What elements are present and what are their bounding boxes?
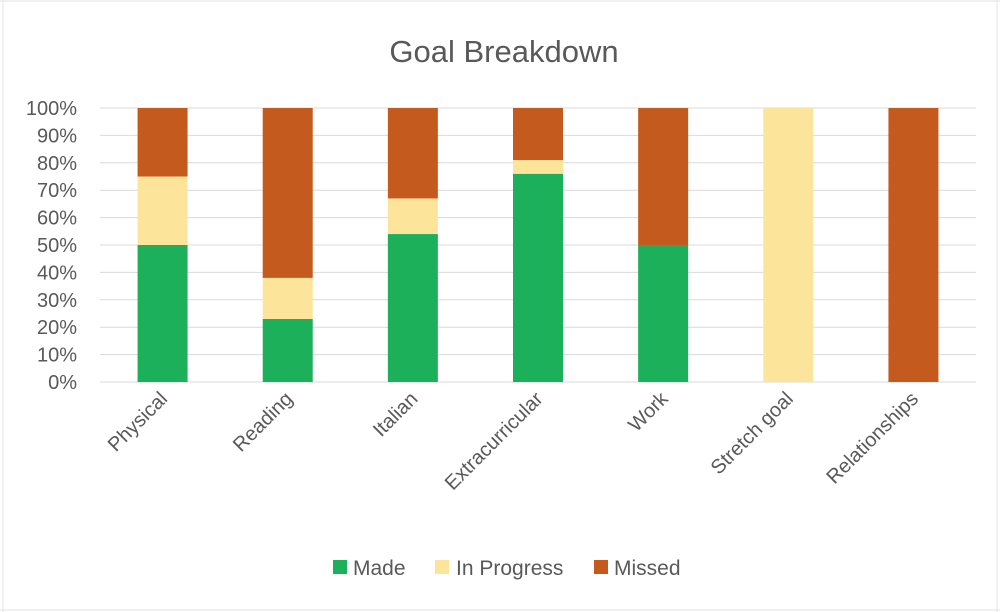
bar-segment-missed: [513, 108, 563, 161]
bars: [137, 108, 939, 382]
bar-segment-missed: [262, 108, 313, 278]
bar-segment-in-progress: [137, 176, 188, 245]
y-tick-label: 10%: [37, 345, 77, 367]
y-tick-label: 90%: [37, 125, 77, 147]
y-tick-label: 30%: [37, 290, 77, 312]
x-category-label: Stretch goal: [707, 388, 798, 479]
bar-segment-made: [387, 234, 438, 382]
x-category-label: Physical: [104, 388, 172, 456]
bar-segment-missed: [387, 108, 438, 199]
bar-segment-made: [137, 245, 188, 382]
legend-label: In Progress: [456, 557, 563, 580]
y-tick-label: 60%: [37, 208, 77, 230]
legend-swatch: [594, 560, 608, 574]
y-tick-label: 70%: [37, 180, 77, 202]
bar-segment-in-progress: [763, 108, 814, 382]
y-axis-tick-labels: 0% 10% 20% 30% 40% 50% 60% 70% 80% 90% 100%: [26, 98, 77, 394]
bar-segment-in-progress: [513, 160, 563, 174]
y-tick-label: 0%: [48, 372, 77, 394]
x-category-label: Relationships: [822, 388, 922, 488]
bar-segment-missed: [638, 108, 689, 245]
bar-segment-missed: [137, 108, 188, 177]
y-tick-label: 20%: [37, 317, 77, 339]
y-tick-label: 80%: [37, 153, 77, 175]
bar-segment-made: [513, 173, 563, 382]
legend-label: Missed: [614, 557, 681, 580]
y-tick-label: 40%: [37, 262, 77, 284]
x-category-label: Extracurricular: [441, 388, 548, 495]
y-tick-label: 100%: [26, 98, 77, 120]
legend: Made In Progress Missed: [333, 557, 681, 580]
bar-segment-in-progress: [387, 198, 438, 235]
y-tick-label: 50%: [37, 235, 77, 257]
legend-swatch: [333, 560, 347, 574]
legend-swatch: [435, 560, 449, 574]
bar-segment-in-progress: [262, 277, 313, 319]
bar-segment-missed: [888, 108, 939, 382]
legend-label: Made: [353, 557, 406, 580]
x-category-label: Italian: [369, 388, 422, 441]
x-category-label: Work: [624, 387, 673, 436]
x-category-label: Reading: [229, 388, 297, 456]
chart-title: Goal Breakdown: [389, 34, 618, 69]
bar-segment-made: [638, 245, 689, 382]
x-axis-category-labels: Physical Reading Italian Extracurricular Wor…: [104, 387, 923, 494]
bar-segment-made: [262, 318, 313, 382]
